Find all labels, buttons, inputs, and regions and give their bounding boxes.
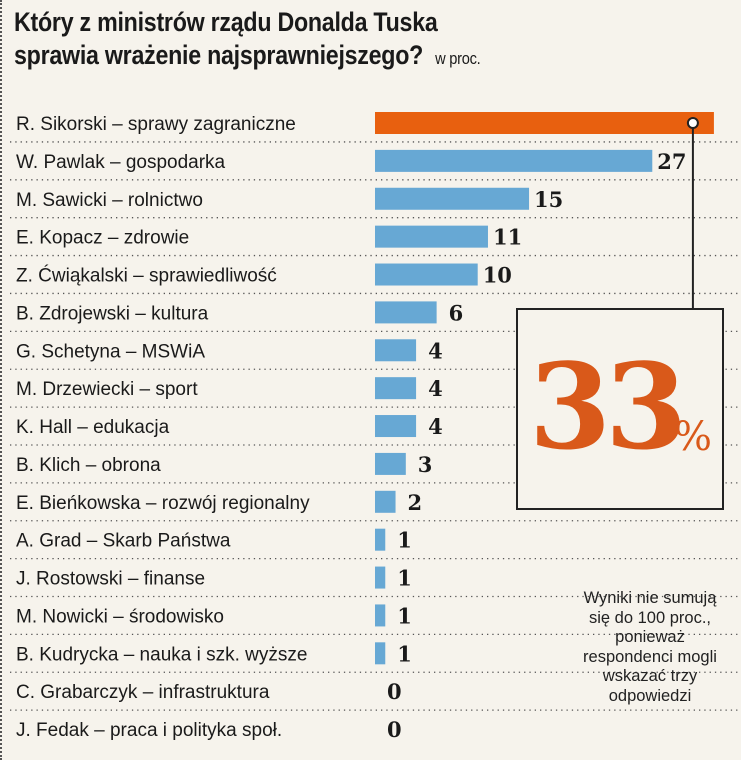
category-label: J. Fedak – praca i polityka społ. (16, 720, 282, 741)
bar (375, 528, 386, 551)
category-label: G. Schetyna – MSWiA (16, 341, 205, 362)
bar (375, 112, 714, 134)
value-label: 1 (397, 603, 412, 628)
value-label: 3 (418, 452, 433, 477)
value-label: 4 (428, 338, 443, 363)
category-label: B. Kudrycka – nauka i szk. wyższe (16, 644, 307, 665)
category-label: R. Sikorski – sprawy zagraniczne (16, 114, 296, 135)
category-label: Z. Ćwiąkalski – sprawiedliwość (16, 265, 277, 287)
bar (375, 225, 488, 248)
bar (375, 377, 417, 400)
value-label: 1 (397, 641, 412, 666)
category-label: M. Drzewiecki – sport (16, 379, 198, 400)
bar (375, 604, 386, 627)
bar (375, 187, 530, 210)
footnote: Wyniki nie sumują się do 100 proc., poniew… (564, 589, 736, 706)
category-label: E. Kopacz – zdrowie (16, 228, 189, 249)
bar (375, 415, 417, 438)
footnote-line: ponieważ (615, 628, 685, 646)
category-label: C. Grabarczyk – infrastruktura (16, 682, 270, 703)
bar (375, 566, 386, 589)
bar (375, 149, 653, 172)
category-label: E. Bieńkowska – rozwój regionalny (16, 493, 310, 514)
bar (375, 263, 478, 286)
category-label: K. Hall – edukacja (16, 417, 170, 438)
value-label: 27 (657, 149, 686, 174)
value-label: 4 (428, 376, 443, 401)
bar (375, 490, 396, 513)
value-label: 0 (387, 679, 402, 704)
footnote-line: się do 100 proc., (589, 608, 711, 627)
footnote-line: Wyniki nie sumują (583, 589, 717, 607)
category-label: M. Sawicki – rolnictwo (16, 190, 203, 211)
footnote-line: odpowiedzi (608, 686, 692, 705)
callout-box (516, 308, 724, 510)
bar (375, 339, 417, 362)
value-label: 0 (387, 717, 402, 742)
value-label: 2 (408, 490, 423, 515)
callout-value: 33 (529, 337, 681, 476)
callout-percent: % (674, 414, 712, 460)
footnote-line: wskazać trzy (602, 667, 698, 685)
value-label: 4 (428, 414, 443, 439)
callout-dot (686, 117, 699, 129)
category-label: W. Pawlak – gospodarka (16, 152, 226, 173)
value-label: 6 (449, 300, 464, 325)
category-label: B. Klich – obrona (16, 455, 161, 476)
value-label: 1 (397, 566, 412, 591)
footnote-line: respondenci mogli (583, 647, 717, 666)
value-label: 15 (534, 187, 563, 212)
category-label: B. Zdrojewski – kultura (16, 303, 209, 324)
bar (375, 452, 406, 475)
bar (375, 642, 386, 665)
category-label: A. Grad – Skarb Państwa (16, 531, 231, 552)
bar (375, 301, 437, 324)
value-label: 10 (483, 263, 512, 288)
category-label: J. Rostowski – finanse (16, 569, 205, 590)
category-label: M. Nowicki – środowisko (16, 606, 224, 627)
unit-label: w proc. (435, 49, 481, 68)
chart-title: Który z ministrów rządu Donalda Tuska spr… (14, 7, 481, 70)
value-label: 1 (397, 528, 412, 553)
value-label: 11 (493, 225, 522, 250)
